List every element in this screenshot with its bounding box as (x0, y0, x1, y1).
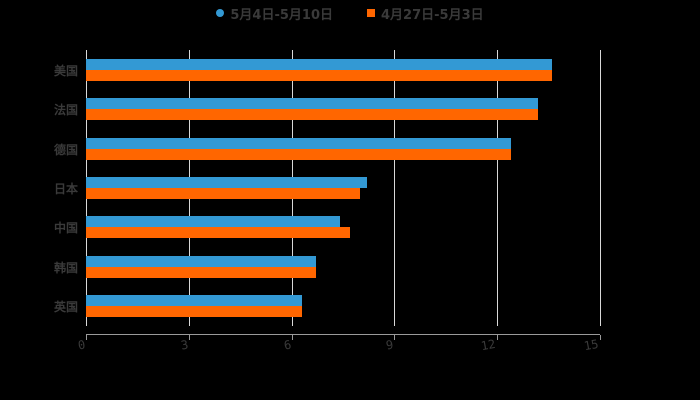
x-tick-label: 0 (76, 337, 87, 353)
x-tick (394, 335, 396, 340)
x-tick-label: 9 (385, 337, 395, 353)
square-marker-icon (367, 9, 375, 17)
category-label: 法国 (53, 103, 78, 118)
gridline (394, 50, 396, 326)
category-label: 德国 (53, 142, 78, 157)
x-tick (497, 335, 499, 340)
bar[interactable] (86, 266, 316, 278)
x-tick-label: 6 (282, 337, 292, 353)
x-tick (291, 335, 293, 340)
x-tick-label: 3 (179, 337, 190, 353)
legend-item[interactable]: 5月4日-5月10日 (216, 4, 333, 23)
bar[interactable] (86, 306, 302, 318)
plot-area (86, 50, 601, 326)
bar[interactable] (86, 69, 553, 81)
bar[interactable] (86, 148, 511, 160)
bar[interactable] (86, 295, 302, 307)
gridline (600, 50, 601, 326)
bar[interactable] (86, 98, 539, 110)
x-axis-line (86, 334, 600, 335)
x-tick-label: 15 (582, 336, 600, 354)
category-label: 日本 (53, 182, 78, 196)
bar[interactable] (86, 188, 361, 199)
chart-legend: 5月4日-5月10日 4月27日-5月3日 (0, 3, 700, 23)
category-label: 韩国 (53, 260, 78, 275)
category-label: 美国 (53, 63, 78, 78)
bar[interactable] (86, 177, 367, 188)
category-label: 中国 (53, 221, 78, 236)
x-tick (188, 335, 190, 340)
legend-item[interactable]: 4月27日-5月3日 (367, 4, 484, 23)
x-tick (86, 335, 87, 340)
legend-label: 5月4日-5月10日 (230, 7, 333, 23)
bar[interactable] (86, 137, 511, 149)
legend-label: 4月27日-5月3日 (381, 7, 484, 23)
x-tick-label: 12 (480, 336, 497, 354)
gridline (497, 50, 499, 326)
category-label: 英国 (53, 300, 78, 315)
bar[interactable] (86, 109, 539, 121)
bar[interactable] (86, 255, 316, 267)
bar[interactable] (86, 58, 553, 70)
circle-marker-icon (216, 9, 225, 17)
x-tick (600, 335, 601, 340)
bar[interactable] (86, 216, 340, 228)
bar[interactable] (86, 227, 350, 239)
